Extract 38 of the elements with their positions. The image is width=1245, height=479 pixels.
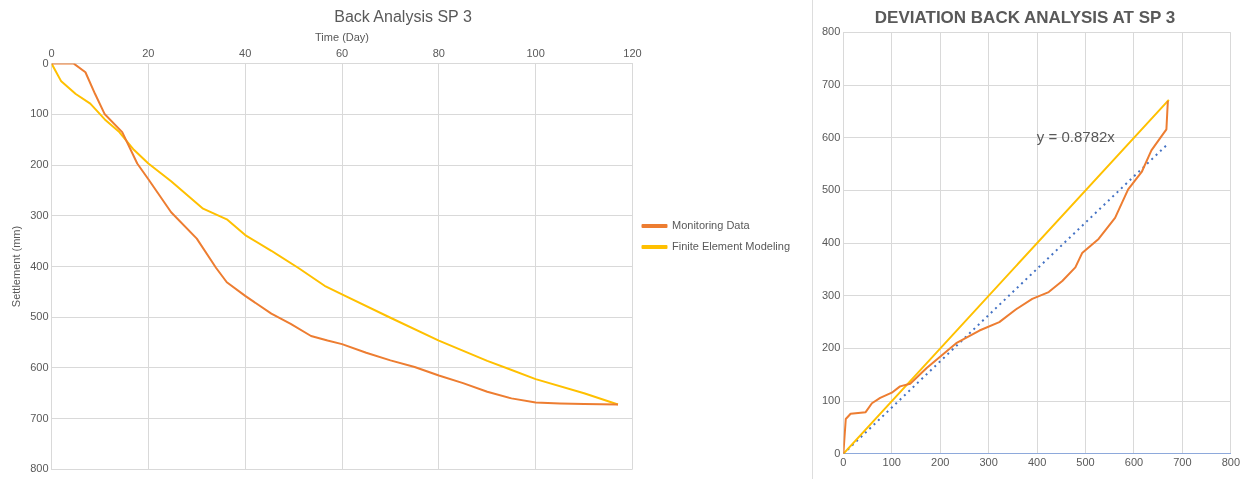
x-tick-label: 800 (1221, 456, 1240, 469)
x-tick-label: 120 (623, 47, 642, 60)
y-tick-label: 600 (30, 360, 49, 373)
x-tick-label: 300 (979, 456, 998, 469)
annotation: y = 0.8782x (1036, 127, 1116, 145)
x-tick-label: 60 (335, 47, 349, 60)
x-tick-label: 400 (1027, 456, 1047, 469)
y-tick-label: 200 (821, 341, 841, 354)
x-tick-label: 100 (526, 47, 545, 60)
y-tick-label: 100 (30, 107, 49, 120)
y-tick-label: 300 (30, 208, 49, 221)
x-tick-label: 600 (1124, 456, 1144, 469)
chart-title: DEVIATION BACK ANALYSIS AT SP 3 (874, 7, 1176, 27)
y-tick-label: 100 (821, 394, 841, 407)
x-tick-label: 200 (931, 456, 950, 469)
chart-title: Back Analysis SP 3 (334, 8, 472, 26)
y-axis-title: Settlement (mm) (9, 225, 22, 308)
y-tick-label: 700 (30, 411, 49, 424)
legend-label: Monitoring Data (672, 219, 751, 232)
x-tick-label: 20 (142, 47, 155, 60)
y-tick-label: 600 (821, 130, 841, 143)
y-tick-label: 500 (821, 183, 841, 196)
x-tick-label: 700 (1173, 456, 1192, 469)
x-tick-label: 500 (1076, 456, 1095, 469)
x-tick-label: 100 (882, 456, 901, 469)
x-tick-label: 40 (239, 47, 252, 60)
y-tick-label: 800 (821, 25, 841, 38)
y-tick-label: 400 (30, 259, 49, 272)
x-tick-label: 80 (432, 47, 445, 60)
y-tick-label: 400 (821, 236, 841, 249)
legend-label: Finite Element Modeling (672, 240, 791, 253)
y-tick-label: 0 (42, 56, 49, 69)
y-tick-label: 500 (30, 310, 49, 323)
y-tick-label: 200 (30, 158, 49, 171)
x-axis-title: Time (Day) (315, 30, 370, 43)
y-tick-label: 300 (821, 288, 841, 301)
y-tick-label: 700 (821, 78, 841, 91)
y-tick-label: 0 (834, 446, 841, 459)
